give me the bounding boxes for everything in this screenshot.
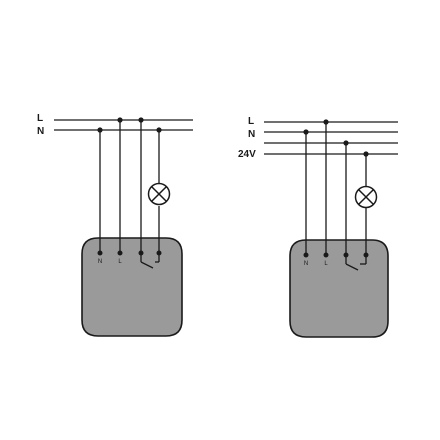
terminal-label-l: L [118, 259, 122, 265]
terminal-dot [323, 252, 329, 258]
junction-dot [138, 117, 144, 123]
switch-module-body [81, 237, 183, 337]
terminal-dot [97, 250, 103, 256]
bus-label-n: N [37, 126, 44, 137]
junction-dot [117, 117, 123, 123]
wiring-diagram-left: L N N L [37, 113, 193, 337]
wiring-diagram-right: L N 24V N L [238, 116, 398, 338]
relay-contact-icon [345, 255, 367, 271]
junction-dot [363, 151, 369, 157]
terminal-dot [303, 252, 309, 258]
junction-dot [323, 119, 329, 125]
bus-label-n: N [248, 129, 255, 140]
lamp-icon [147, 182, 171, 206]
bus-label-l: L [248, 116, 254, 127]
terminal-label-n: N [304, 261, 308, 267]
junction-dot [343, 140, 349, 146]
relay-contact-icon [140, 253, 160, 269]
bus-label-24v: 24V [238, 149, 256, 160]
lamp-icon [354, 185, 378, 209]
junction-dot [97, 127, 103, 133]
terminal-dot [117, 250, 123, 256]
bus-label-l: L [37, 113, 43, 124]
junction-dot [156, 127, 162, 133]
junction-dot [303, 129, 309, 135]
terminal-label-l: L [324, 261, 328, 267]
terminal-label-n: N [98, 259, 102, 265]
